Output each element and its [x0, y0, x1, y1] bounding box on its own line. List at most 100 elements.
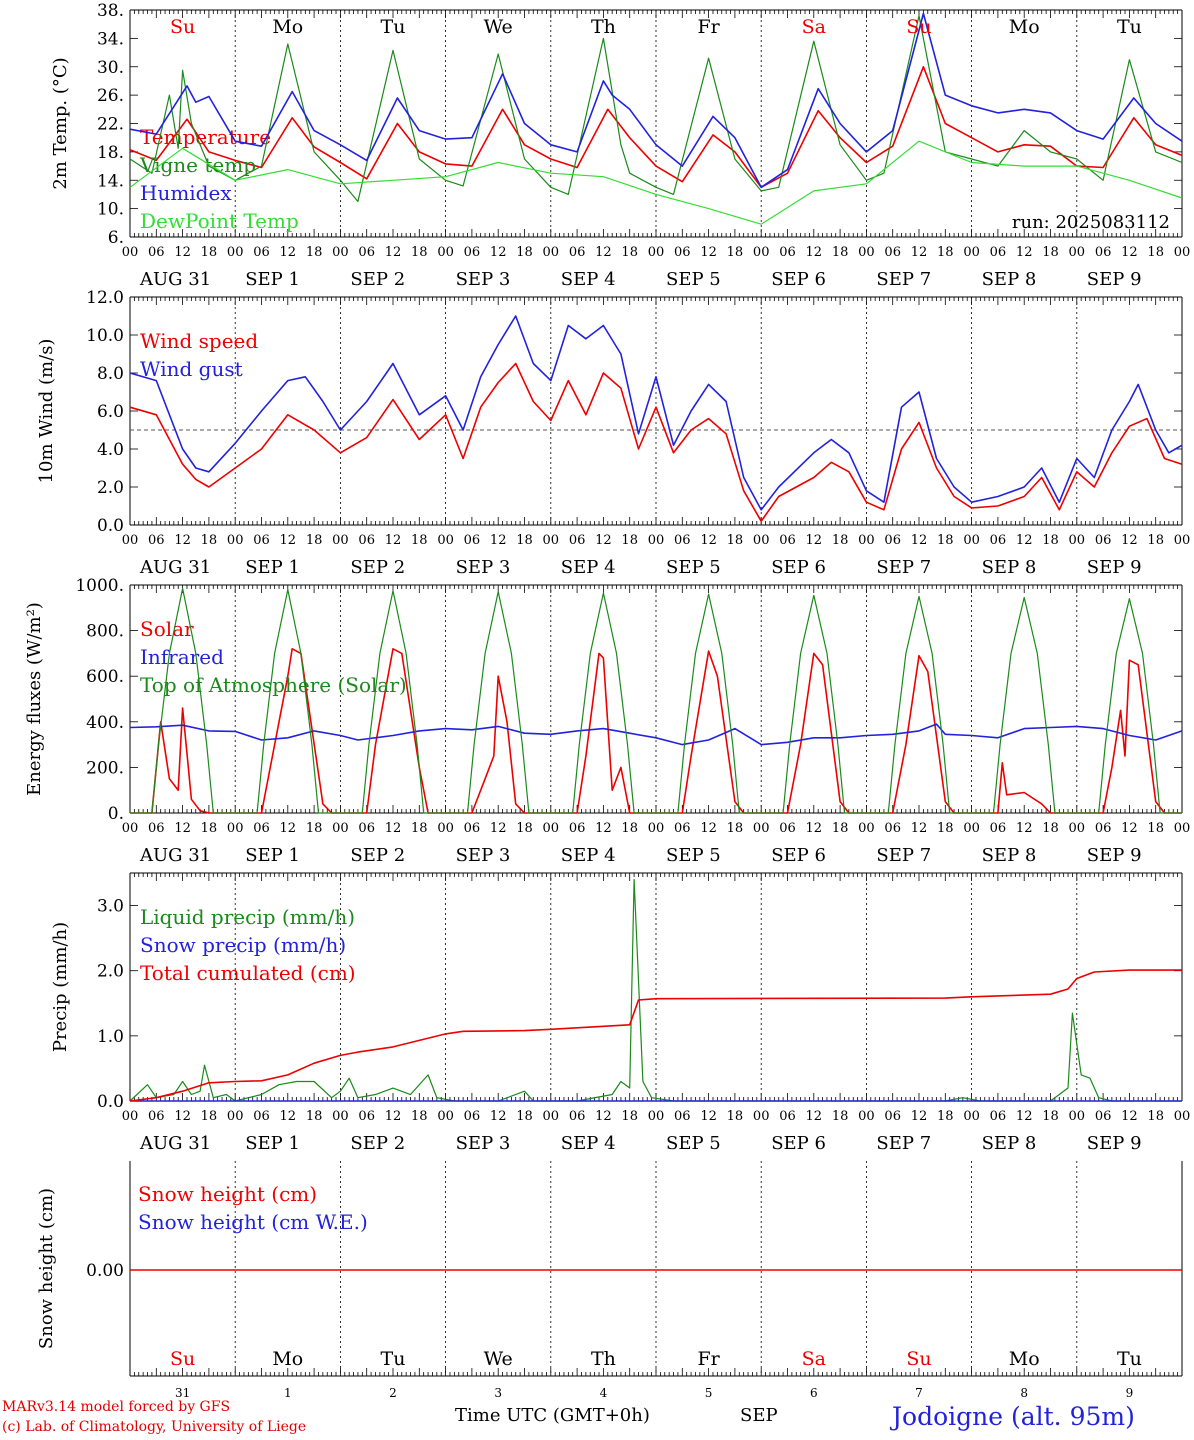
hour-tick-label: 18	[621, 533, 638, 548]
hour-tick-label: 00	[1069, 533, 1086, 548]
hour-tick-label: 12	[1016, 821, 1033, 836]
hour-tick-label: 06	[464, 821, 481, 836]
date-label: SEP 9	[1087, 269, 1142, 290]
hour-tick-label: 12	[385, 245, 402, 260]
y-tick-label: 38.	[97, 1, 124, 21]
hour-tick-label: 12	[1121, 1109, 1138, 1124]
date-label: SEP 9	[1087, 845, 1142, 866]
hour-tick-label: 12	[490, 533, 507, 548]
hour-tick-label: 18	[411, 1109, 428, 1124]
date-label: SEP 7	[876, 1133, 931, 1154]
hour-tick-label: 06	[990, 1109, 1007, 1124]
hour-tick-label: 06	[884, 533, 901, 548]
hour-tick-label: 06	[464, 533, 481, 548]
hour-tick-label: 18	[727, 1109, 744, 1124]
hour-tick-label: 18	[727, 245, 744, 260]
hour-tick-label: 00	[648, 245, 665, 260]
legend-entry: Total cumulated (cm)	[140, 961, 356, 985]
date-label: SEP 5	[666, 557, 721, 578]
hour-tick-label: 12	[700, 245, 717, 260]
hour-tick-label: 12	[806, 1109, 823, 1124]
hour-tick-label: 12	[595, 821, 612, 836]
legend-entry: Humidex	[140, 181, 232, 205]
hour-tick-label: 18	[1042, 245, 1059, 260]
weekday-label: Su	[170, 1348, 195, 1370]
hour-tick-label: 12	[595, 533, 612, 548]
hour-tick-label: 12	[595, 1109, 612, 1124]
weekday-label: Tu	[1117, 16, 1142, 38]
hour-tick-label: 18	[516, 245, 533, 260]
hour-tick-label: 06	[253, 533, 270, 548]
site-name: Jodoigne (alt. 95m)	[892, 1402, 1135, 1431]
y-tick-label: 14.	[97, 171, 124, 191]
day-number: 7	[915, 1386, 923, 1400]
legend-entry: Solar	[140, 617, 194, 641]
day-number: 31	[175, 1386, 190, 1400]
hour-tick-label: 18	[937, 533, 954, 548]
hour-tick-label: 18	[621, 245, 638, 260]
hour-tick-label: 00	[753, 1109, 770, 1124]
hour-tick-label: 00	[543, 533, 560, 548]
y-tick-label: 22.	[97, 115, 124, 135]
legend-entry: DewPoint Temp	[140, 209, 299, 233]
series-wind-speed	[129, 362, 1183, 523]
hour-tick-label: 18	[306, 1109, 323, 1124]
hour-tick-label: 18	[306, 533, 323, 548]
hour-tick-label: 18	[621, 1109, 638, 1124]
hour-tick-label: 00	[437, 245, 454, 260]
y-tick-label: 18.	[97, 143, 124, 163]
hour-tick-label: 06	[884, 1109, 901, 1124]
hour-tick-label: 12	[174, 821, 191, 836]
hour-tick-label: 06	[148, 533, 165, 548]
hour-tick-label: 00	[858, 245, 875, 260]
month-label: SEP	[740, 1405, 778, 1426]
date-label: SEP 4	[561, 557, 616, 578]
hour-tick-label: 18	[306, 245, 323, 260]
date-label: SEP 2	[350, 557, 405, 578]
hour-tick-label: 12	[806, 533, 823, 548]
day-number: 2	[389, 1386, 397, 1400]
hour-tick-label: 18	[201, 1109, 218, 1124]
hour-tick-label: 00	[963, 245, 980, 260]
date-label: AUG 31	[139, 1133, 211, 1154]
weekday-label: We	[484, 16, 513, 38]
date-label: SEP 3	[456, 845, 511, 866]
y-tick-label: 0.0	[97, 1092, 124, 1112]
hour-tick-label: 18	[1042, 533, 1059, 548]
hour-tick-label: 00	[227, 821, 244, 836]
hour-tick-label: 00	[543, 821, 560, 836]
hour-tick-label: 00	[1069, 1109, 1086, 1124]
day-number: 1	[284, 1386, 292, 1400]
series-wind-gust	[129, 315, 1183, 511]
date-label: SEP 5	[666, 1133, 721, 1154]
y-tick-label: 2.0	[97, 478, 124, 498]
hour-tick-label: 12	[700, 1109, 717, 1124]
legend-entry: Infrared	[140, 645, 224, 669]
weekday-label: Fr	[697, 16, 720, 38]
weekday-label: Tu	[381, 1348, 406, 1370]
hour-tick-label: 12	[280, 821, 297, 836]
date-label: SEP 7	[876, 845, 931, 866]
hour-tick-label: 12	[1121, 533, 1138, 548]
date-label: SEP 8	[982, 1133, 1037, 1154]
hour-tick-label: 00	[753, 821, 770, 836]
date-label: SEP 5	[666, 845, 721, 866]
hour-tick-label: 12	[700, 821, 717, 836]
y-axis-title: 10m Wind (m/s)	[36, 339, 57, 484]
date-label: SEP 4	[561, 845, 616, 866]
series-temperature	[129, 66, 1183, 189]
date-label: SEP 6	[771, 1133, 826, 1154]
hour-tick-label: 12	[806, 821, 823, 836]
hour-tick-label: 18	[201, 245, 218, 260]
legend-entry: Liquid precip (mm/h)	[140, 905, 355, 929]
hour-tick-label: 12	[806, 245, 823, 260]
hour-tick-label: 18	[832, 1109, 849, 1124]
hour-tick-label: 18	[1042, 1109, 1059, 1124]
hour-tick-label: 18	[516, 533, 533, 548]
date-label: AUG 31	[139, 269, 211, 290]
hour-tick-label: 06	[884, 245, 901, 260]
hour-tick-label: 00	[332, 821, 349, 836]
y-tick-label: 1000.	[75, 576, 124, 596]
hour-tick-label: 00	[332, 1109, 349, 1124]
